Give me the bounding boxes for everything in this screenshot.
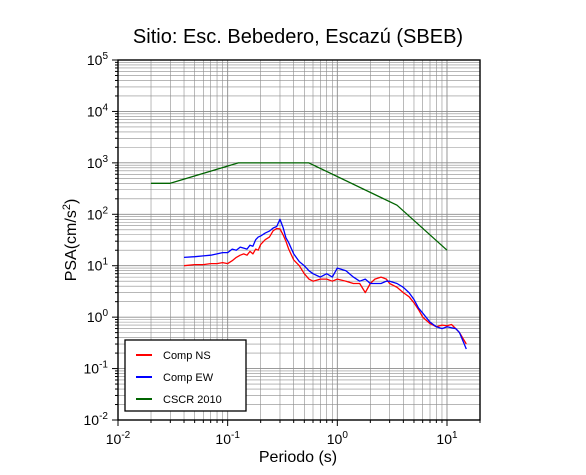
x-tick-label-exponent: 0	[342, 430, 348, 441]
y-tick-label: 100	[87, 308, 109, 325]
y-tick-label-base: 10	[87, 258, 103, 274]
series-line-cscr-2010	[151, 162, 448, 251]
series-layer	[151, 162, 467, 350]
axis-ticks	[112, 59, 481, 426]
y-axis-label: PSA(cm/s2)	[61, 199, 80, 282]
y-tick-label-exponent: 1	[102, 257, 108, 268]
x-tick-label: 100	[327, 430, 349, 447]
y-axis-label-main: PSA(cm/s	[63, 210, 80, 281]
y-tick-label: 103	[87, 154, 109, 171]
x-tick-label-base: 10	[327, 431, 343, 447]
y-tick-label-base: 10	[87, 206, 103, 222]
y-tick-label: 10-1	[84, 360, 109, 377]
y-tick-label-base: 10	[87, 52, 103, 68]
y-tick-label-exponent: 4	[102, 102, 108, 113]
y-tick-label-exponent: -1	[99, 360, 108, 371]
series-line-comp-ns	[183, 227, 467, 345]
x-tick-label-base: 10	[215, 431, 231, 447]
x-tick-label-base: 10	[436, 431, 452, 447]
x-tick-label: 101	[436, 430, 458, 447]
y-tick-label-exponent: 0	[102, 308, 108, 319]
x-axis-label: Periodo (s)	[259, 449, 337, 466]
y-tick-label-base: 10	[84, 412, 100, 428]
x-tick-label-exponent: 1	[452, 430, 458, 441]
x-tick-labels: 10-2 10-1 100 101	[106, 430, 458, 447]
y-axis-label-close: )	[63, 199, 80, 204]
chart-title: Sitio: Esc. Bebedero, Escazú (SBEB)	[133, 26, 463, 48]
legend-label-cscr-2010: CSCR 2010	[163, 394, 222, 406]
legend-label-comp-ns: Comp NS	[163, 350, 211, 362]
y-tick-label: 105	[87, 51, 109, 68]
y-tick-label-exponent: 5	[102, 51, 108, 62]
x-tick-label: 10-1	[215, 430, 240, 447]
y-tick-label-base: 10	[87, 155, 103, 171]
y-tick-label-exponent: 3	[102, 154, 108, 165]
x-tick-label-exponent: -1	[231, 430, 240, 441]
legend-label-comp-ew: Comp EW	[163, 372, 214, 384]
y-tick-label-base: 10	[87, 103, 103, 119]
y-tick-label: 102	[87, 205, 109, 222]
plot-frame	[117, 59, 481, 421]
y-tick-label: 101	[87, 257, 109, 274]
y-tick-label-exponent: -2	[99, 411, 108, 422]
x-tick-label: 10-2	[106, 430, 131, 447]
y-tick-label: 10-2	[84, 411, 109, 428]
y-tick-label: 104	[87, 102, 109, 119]
y-tick-label-base: 10	[84, 361, 100, 377]
y-tick-label-base: 10	[87, 309, 103, 325]
x-tick-label-exponent: -2	[121, 430, 130, 441]
x-tick-label-base: 10	[106, 431, 122, 447]
y-axis-label-superscript: 2	[61, 204, 73, 210]
series-line-comp-ew	[183, 218, 467, 350]
y-tick-label-exponent: 2	[102, 205, 108, 216]
legend: Comp NS Comp EW CSCR 2010	[124, 339, 247, 412]
